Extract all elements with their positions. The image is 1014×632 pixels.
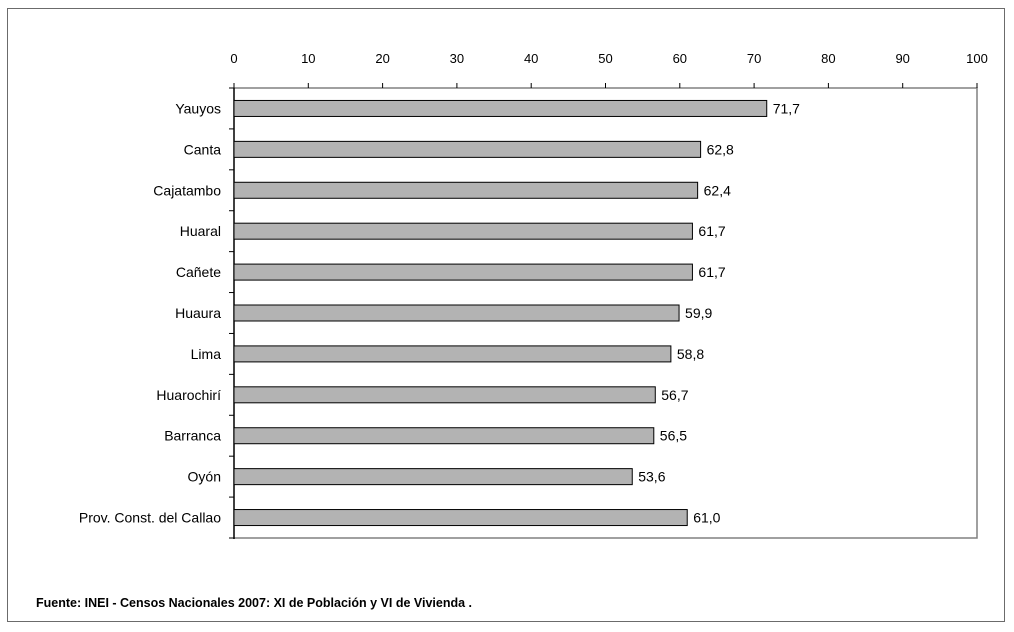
bar-layer	[233, 99, 768, 527]
category-label: Barranca	[164, 428, 221, 444]
data-label: 62,4	[704, 182, 731, 198]
bar	[233, 345, 672, 363]
category-label: Lima	[191, 346, 222, 362]
bar	[233, 181, 699, 199]
data-label: 56,5	[660, 428, 687, 444]
data-label: 71,7	[773, 100, 800, 116]
category-label: Prov. Const. del Callao	[79, 510, 221, 526]
bar	[233, 468, 633, 486]
value-axis-tick-label: 0	[230, 51, 237, 66]
bar	[233, 222, 693, 240]
category-label: Cajatambo	[153, 182, 221, 198]
data-label: 56,7	[661, 387, 688, 403]
value-axis-tick-label: 50	[598, 51, 612, 66]
data-label: 58,8	[677, 346, 704, 362]
data-label: 59,9	[685, 305, 712, 321]
bar	[233, 140, 702, 158]
value-axis-tick-label: 100	[966, 51, 988, 66]
bar	[233, 509, 688, 527]
bar	[233, 99, 768, 117]
label-layer: 0 10 20 30 40 50 60 70 80 90 100 Yauyos 71,7 Canta 62,…	[79, 51, 988, 526]
category-label: Cañete	[176, 264, 221, 280]
value-axis-tick-label: 10	[301, 51, 315, 66]
data-label: 61,0	[693, 510, 720, 526]
category-label: Huaral	[180, 223, 221, 239]
bar	[233, 386, 656, 404]
data-label: 61,7	[698, 223, 725, 239]
category-label: Yauyos	[175, 100, 221, 116]
value-axis-tick-label: 20	[375, 51, 389, 66]
value-axis-tick-label: 90	[895, 51, 909, 66]
category-label: Canta	[184, 141, 222, 157]
data-label: 61,7	[698, 264, 725, 280]
value-axis-tick-label: 60	[673, 51, 687, 66]
bar	[233, 427, 655, 445]
bar	[233, 263, 693, 281]
category-label: Huarochirí	[156, 387, 221, 403]
value-axis-tick-label: 30	[450, 51, 464, 66]
category-label: Oyón	[188, 469, 221, 485]
bar	[233, 304, 680, 322]
value-axis-tick-label: 80	[821, 51, 835, 66]
data-label: 62,8	[707, 141, 734, 157]
value-axis-tick-label: 40	[524, 51, 538, 66]
data-label: 53,6	[638, 469, 665, 485]
source-note: Fuente: INEI - Censos Nacionales 2007: X…	[36, 596, 473, 610]
category-label: Huaura	[175, 305, 221, 321]
value-axis-tick-label: 70	[747, 51, 761, 66]
